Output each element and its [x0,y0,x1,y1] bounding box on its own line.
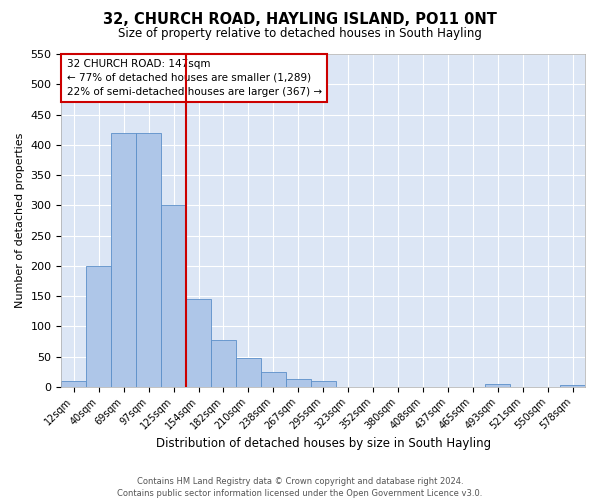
Bar [161,206,186,387]
X-axis label: Distribution of detached houses by size in South Hayling: Distribution of detached houses by size … [155,437,491,450]
Bar [61,381,86,387]
Bar [286,379,311,387]
Bar [236,358,261,387]
Bar [111,132,136,387]
Bar [211,340,236,387]
Bar [261,372,286,387]
Bar [560,385,585,387]
Bar [485,384,510,387]
Bar [136,132,161,387]
Text: 32, CHURCH ROAD, HAYLING ISLAND, PO11 0NT: 32, CHURCH ROAD, HAYLING ISLAND, PO11 0N… [103,12,497,28]
Text: Contains HM Land Registry data © Crown copyright and database right 2024.
Contai: Contains HM Land Registry data © Crown c… [118,476,482,498]
Text: 32 CHURCH ROAD: 147sqm
← 77% of detached houses are smaller (1,289)
22% of semi-: 32 CHURCH ROAD: 147sqm ← 77% of detached… [67,59,322,97]
Bar [186,299,211,387]
Text: Size of property relative to detached houses in South Hayling: Size of property relative to detached ho… [118,28,482,40]
Y-axis label: Number of detached properties: Number of detached properties [15,132,25,308]
Bar [86,266,111,387]
Bar [311,382,335,387]
